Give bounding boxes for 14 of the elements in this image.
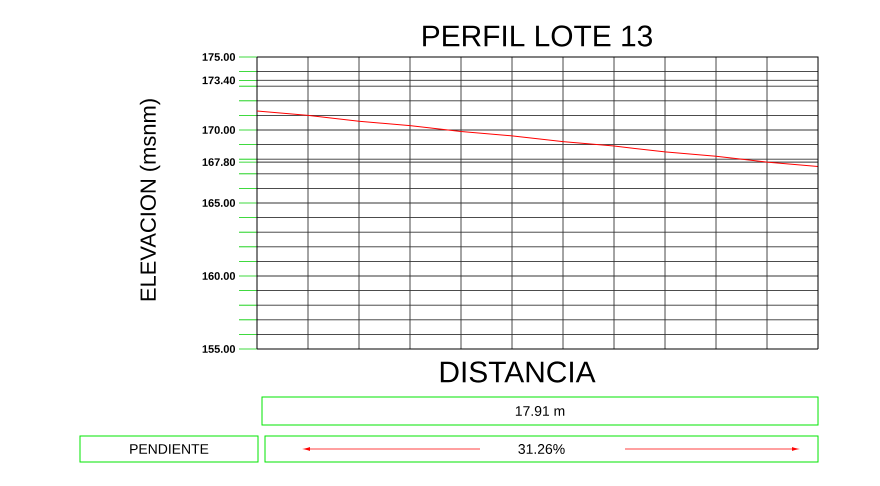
chart-title: PERFIL LOTE 13 — [423, 25, 652, 47]
y-axis-title: ELEVACION (msnm) — [140, 99, 160, 300]
line-series — [256, 110, 819, 167]
y-tick-label: 170.00 — [202, 126, 236, 134]
text: 31.26% — [518, 444, 565, 454]
text: 17.91 m — [516, 406, 564, 416]
y-tick-label: 155.00 — [202, 345, 236, 353]
text: PENDIENTE — [130, 444, 208, 454]
x-axis-title: DISTANCIA — [440, 361, 596, 383]
y-tick-label: 167.80 — [202, 158, 236, 166]
y-tick-label: 175.00 — [202, 53, 236, 61]
y-tick-label: 173.40 — [202, 76, 236, 84]
y-tick-label: 165.00 — [202, 199, 236, 207]
y-tick-label: 160.00 — [202, 272, 236, 280]
